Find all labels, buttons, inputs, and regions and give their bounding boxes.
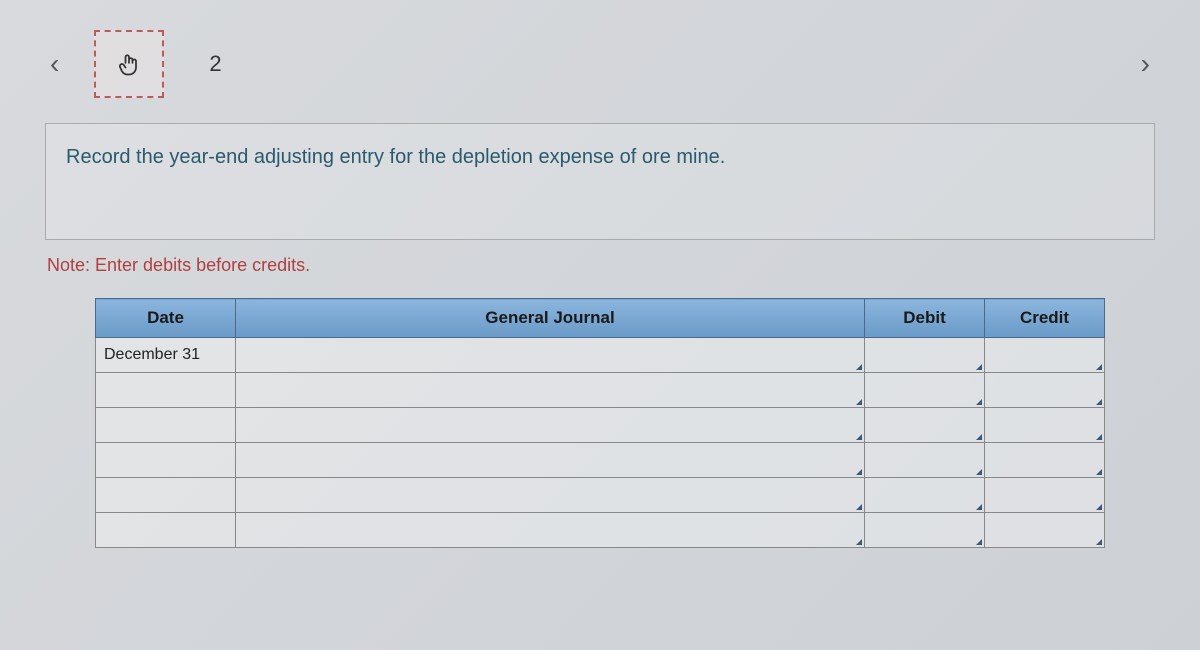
credit-cell[interactable] xyxy=(985,478,1105,513)
journal-cell[interactable] xyxy=(236,443,865,478)
next-arrow[interactable]: › xyxy=(1136,48,1155,80)
table-header-row: Date General Journal Debit Credit xyxy=(96,299,1105,338)
table-row xyxy=(96,478,1105,513)
debit-cell[interactable] xyxy=(865,338,985,373)
tab-2[interactable]: 2 xyxy=(194,51,236,77)
journal-cell[interactable] xyxy=(236,513,865,548)
credit-cell[interactable] xyxy=(985,443,1105,478)
nav-row: ‹ 2 › xyxy=(45,30,1155,98)
date-cell[interactable] xyxy=(96,443,236,478)
nav-left-group: ‹ 2 xyxy=(45,30,237,98)
credit-cell[interactable] xyxy=(985,373,1105,408)
credit-cell[interactable] xyxy=(985,408,1105,443)
prev-arrow[interactable]: ‹ xyxy=(45,48,64,80)
debit-cell[interactable] xyxy=(865,408,985,443)
credit-cell[interactable] xyxy=(985,513,1105,548)
table-row xyxy=(96,408,1105,443)
cursor-hand-icon xyxy=(115,50,143,78)
header-date: Date xyxy=(96,299,236,338)
date-cell[interactable]: December 31 xyxy=(96,338,236,373)
journal-body: December 31 xyxy=(96,338,1105,548)
date-cell[interactable] xyxy=(96,373,236,408)
debit-cell[interactable] xyxy=(865,513,985,548)
journal-cell[interactable] xyxy=(236,478,865,513)
journal-cell[interactable] xyxy=(236,338,865,373)
header-debit: Debit xyxy=(865,299,985,338)
table-row: December 31 xyxy=(96,338,1105,373)
instruction-text: Record the year-end adjusting entry for … xyxy=(66,146,725,168)
table-row xyxy=(96,513,1105,548)
debit-cell[interactable] xyxy=(865,443,985,478)
credit-cell[interactable] xyxy=(985,338,1105,373)
journal-table: Date General Journal Debit Credit Decemb… xyxy=(95,298,1105,548)
header-credit: Credit xyxy=(985,299,1105,338)
debit-cell[interactable] xyxy=(865,373,985,408)
note-text: Note: Enter debits before credits. xyxy=(45,255,1155,276)
journal-cell[interactable] xyxy=(236,408,865,443)
date-cell[interactable] xyxy=(96,408,236,443)
journal-cell[interactable] xyxy=(236,373,865,408)
tab-1-selected[interactable] xyxy=(94,30,164,98)
instruction-box: Record the year-end adjusting entry for … xyxy=(45,123,1155,240)
date-cell[interactable] xyxy=(96,478,236,513)
date-cell[interactable] xyxy=(96,513,236,548)
journal-wrap: Date General Journal Debit Credit Decemb… xyxy=(45,298,1155,548)
debit-cell[interactable] xyxy=(865,478,985,513)
table-row xyxy=(96,443,1105,478)
header-general-journal: General Journal xyxy=(236,299,865,338)
table-row xyxy=(96,373,1105,408)
